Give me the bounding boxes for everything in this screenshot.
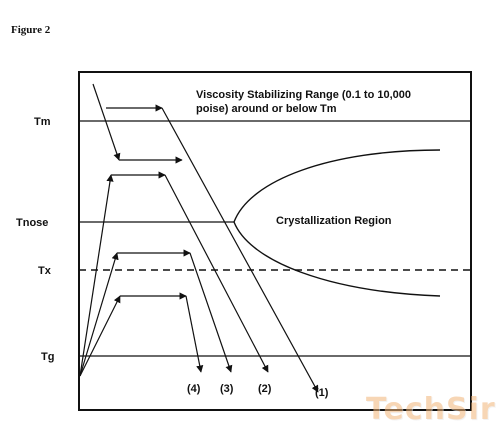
path-4-rise [79, 295, 121, 377]
viscosity-range-label-line2: poise) around or below Tm [196, 103, 337, 115]
tx-label: Tx [38, 265, 52, 277]
tnose-label: Tnose [16, 217, 48, 229]
path-1-quench [161, 107, 319, 393]
tm-label: Tm [34, 116, 51, 128]
path-2-rise [79, 174, 114, 377]
tg-label: Tg [41, 351, 54, 363]
path-3-label: (3) [220, 383, 234, 395]
viscosity-range-label-line1: Viscosity Stabilizing Range (0.1 to 10,0… [196, 89, 411, 101]
path-4-label: (4) [187, 383, 201, 395]
path-1-label: (1) [315, 387, 329, 399]
watermark-logo: TechSir [366, 392, 496, 427]
path-3-rise [79, 252, 119, 377]
crystallization-region-label: Crystallization Region [276, 215, 392, 227]
figure-label: Figure 2 [11, 24, 51, 36]
path-2-label: (2) [258, 383, 272, 395]
path-1-descent [92, 83, 121, 161]
plot-frame [78, 71, 472, 411]
crystallization-curve [233, 149, 441, 297]
path-4-cool [185, 295, 204, 373]
path-2-cool [164, 174, 269, 373]
path-3-cool [189, 252, 233, 373]
